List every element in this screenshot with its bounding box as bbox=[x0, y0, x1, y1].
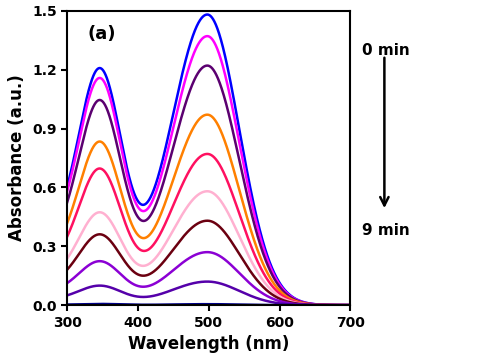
Text: 9 min: 9 min bbox=[362, 223, 410, 238]
X-axis label: Wavelength (nm): Wavelength (nm) bbox=[128, 335, 289, 353]
Y-axis label: Absorbance (a.u.): Absorbance (a.u.) bbox=[9, 75, 26, 241]
Text: (a): (a) bbox=[87, 25, 116, 43]
Text: 0 min: 0 min bbox=[362, 43, 410, 58]
